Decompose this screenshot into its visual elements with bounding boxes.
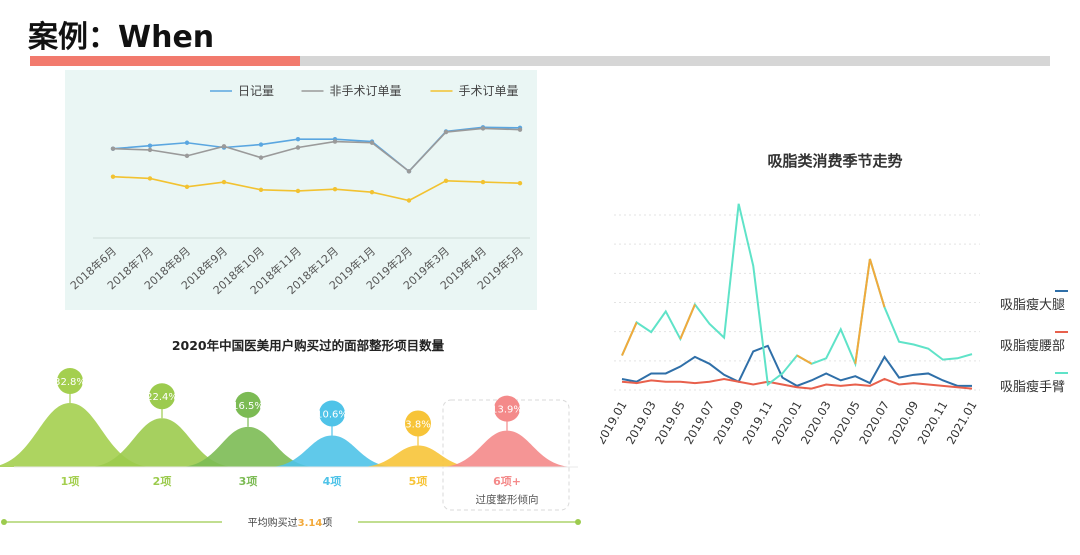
data-point-1-8 [406,169,412,174]
data-point-0-5 [295,136,301,142]
chart-title: 吸脂类消费季节走势 [767,152,902,170]
bell-0 [0,403,153,467]
series-line-1 [621,377,973,390]
legend-label-1: 吸脂瘦腰部 [1000,338,1065,354]
chart-title: 2020年中国医美用户购买过的面部整形项目数量 [172,338,445,353]
category-label-2: 3项 [239,475,258,488]
category-label-5: 6项+ [493,475,521,488]
line-chart-liposuction-svg: 吸脂类消费季节走势吸脂瘦大腿吸脂瘦腰部吸脂瘦手臂2019.012019.0320… [594,152,1068,447]
data-point-2-7 [369,189,375,195]
legend-label-1: 非手术订单量 [330,84,402,98]
line-chart-orders: 日记量 非手术订单量 手术订单量 2018年6月 2018年7月 2018年8月 2018年… [65,70,537,310]
legend-label-2: 手术订单量 [459,84,519,98]
legend-label-0: 吸脂瘦大腿 [1000,297,1065,313]
over-plastic-box [442,399,570,511]
data-point-2-3 [221,179,227,185]
data-point-1-9 [443,129,449,135]
value-bubble-3 [319,400,345,427]
bell-1 [87,418,237,467]
value-label-1: 22.4% [146,392,178,403]
data-point-2-2 [184,184,190,189]
title-underline-gray [300,56,1050,66]
highlight-segment-3 [854,258,871,364]
data-point-2-1 [147,176,153,181]
footer-prefix: 平均购买过 [248,516,298,529]
footer-text: 平均购买过3.14项 [248,516,333,529]
data-point-1-3 [221,144,227,149]
legend-label-2: 吸脂瘦手臂 [1000,379,1065,395]
value-label-3: 10.6% [316,409,348,420]
data-point-2-5 [295,188,301,194]
footer-dot-right [575,519,581,525]
highlight-segment-0 [621,322,638,356]
highlight-segment-2 [796,354,813,365]
data-point-2-6 [332,186,338,192]
data-point-1-1 [147,147,153,153]
series-line-0 [112,126,521,173]
footer-dot-left [1,519,7,525]
bell-2 [178,426,318,467]
data-point-2-0 [110,174,116,179]
data-point-2-4 [258,187,264,192]
over-plastic-label: 过度整形倾向 [476,493,539,506]
data-point-0-1 [147,143,153,148]
line-chart-orders-svg: 日记量 非手术订单量 手术订单量2018年6月2018年7月2018年8月2018年… [67,84,530,297]
data-point-1-11 [517,127,523,132]
category-label-0: 1项 [61,475,80,488]
data-point-0-4 [258,142,264,147]
value-bubble-5 [494,395,520,422]
bell-4 [359,445,477,467]
series-line-0 [621,344,972,387]
category-label-4: 5项 [409,475,428,488]
value-label-5: 13.9% [491,405,523,416]
category-label-1: 2项 [153,475,172,488]
data-point-1-0 [110,146,116,151]
data-point-1-5 [295,145,301,150]
highlight-segment-4 [868,258,886,308]
data-point-1-6 [332,139,338,144]
page-title: 案例：When [28,20,215,55]
data-point-1-10 [480,126,486,131]
legend-label-0: 日记量 [238,84,274,98]
value-bubble-4 [405,410,431,437]
data-point-2-8 [406,198,412,203]
footer-unit: 项 [322,517,332,529]
data-point-2-10 [480,179,486,185]
value-label-4: 3.8% [405,419,430,430]
bell-chart-facial-items: 2020年中国医美用户购买过的面部整形项目数量 32.8% 1项 22.4% 2项 16.… [0,330,590,551]
data-point-1-4 [258,155,264,160]
bell-chart-facial-items-svg: 2020年中国医美用户购买过的面部整形项目数量 32.8% 1项 22.4% 2项 16.… [0,338,581,529]
value-bubble-1 [149,383,175,410]
data-point-1-2 [184,153,190,159]
category-label-3: 4项 [323,475,342,488]
series-line-2 [112,175,521,202]
data-point-0-2 [184,140,190,145]
highlight-segment-1 [679,304,696,340]
title-underline-accent [30,56,300,66]
value-bubble-0 [57,368,83,394]
value-label-2: 16.5% [232,401,264,412]
bell-3 [267,435,397,467]
value-bubble-2 [235,391,261,418]
series-line-1 [112,127,521,173]
data-point-2-11 [517,181,523,186]
data-point-2-9 [443,178,449,184]
line-chart-liposuction: 吸脂类消费季节走势 吸脂瘦大腿 吸脂瘦腰部 吸脂瘦手臂 2019.01 2019.03 20… [594,140,1070,460]
value-label-0: 32.8% [54,377,86,388]
footer-value: 3.14 [298,518,323,529]
bell-5 [440,430,574,467]
series-line-2 [621,203,973,387]
data-point-1-7 [369,140,375,145]
